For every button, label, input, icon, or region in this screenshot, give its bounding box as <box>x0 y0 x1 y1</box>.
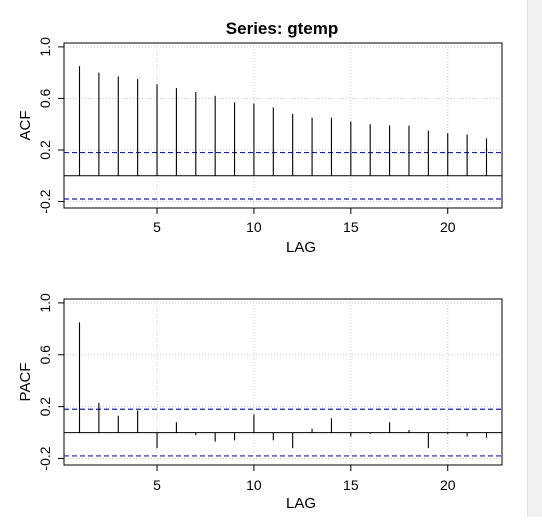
acf-ytick-label: 0.2 <box>37 140 53 160</box>
acf-xtick-label: 5 <box>153 219 161 235</box>
acf-xtick-label: 15 <box>343 219 359 235</box>
pacf-xtick-label: 20 <box>440 477 456 493</box>
scrollbar-track[interactable] <box>527 0 542 517</box>
pacf-xtick-label: 10 <box>246 477 262 493</box>
pacf-panel: 5 10 15 20 -0.2 0.2 0.6 1.0 LAG PACF <box>17 293 503 512</box>
pacf-ytick-label: 0.2 <box>37 397 53 417</box>
pacf-plot-frame <box>63 298 503 466</box>
acf-ytick-label: 0.6 <box>37 88 53 108</box>
pacf-xtick-label: 5 <box>153 477 161 493</box>
acf-x-axis-label: LAG <box>286 239 316 256</box>
acf-panel: 5 10 15 20 -0.2 0.2 0.6 1.0 LAG ACF <box>17 37 503 256</box>
acf-plot-frame <box>63 42 503 209</box>
pacf-x-axis-label: LAG <box>286 495 316 512</box>
pacf-y-axis-label: PACF <box>17 363 34 402</box>
pacf-ytick-label: -0.2 <box>37 446 53 470</box>
pacf-ytick-label: 1.0 <box>37 293 53 313</box>
pacf-xtick-label: 15 <box>343 477 359 493</box>
acf-xtick-label: 10 <box>246 219 262 235</box>
acf-xtick-label: 20 <box>440 219 456 235</box>
chart-title: Series: gtemp <box>226 19 338 38</box>
pacf-ytick-label: 0.6 <box>37 345 53 365</box>
acf-ytick-label: 1.0 <box>37 37 53 57</box>
acf-y-axis-label: ACF <box>17 111 34 141</box>
acf-ytick-label: -0.2 <box>37 189 53 213</box>
